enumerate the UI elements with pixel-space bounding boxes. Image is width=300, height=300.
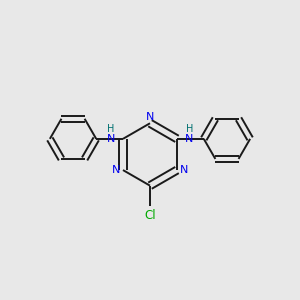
Text: N: N (180, 165, 188, 175)
Text: Cl: Cl (144, 209, 156, 222)
Text: N: N (146, 112, 154, 122)
Text: N: N (112, 165, 120, 175)
Text: N: N (106, 134, 115, 144)
Text: H: H (185, 124, 193, 134)
Text: N: N (185, 134, 194, 144)
Text: H: H (107, 124, 115, 134)
